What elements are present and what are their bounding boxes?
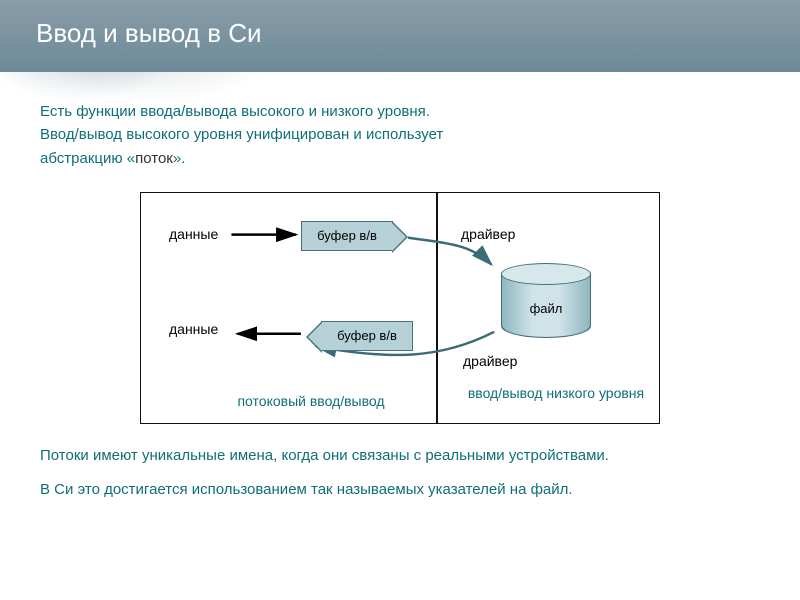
outro-p1: Потоки имеют уникальные имена, когда они… [40,444,760,468]
intro-paragraph: Есть функции ввода/вывода высокого и низ… [40,100,760,170]
buffer-top: буфер в/в [301,221,393,251]
label-data-bottom: данные [169,321,218,337]
intro-line-3-kw: поток [135,150,173,167]
caption-stream-io: потоковый ввод/вывод [201,393,421,409]
buffer-top-label: буфер в/в [317,228,377,243]
io-diagram: данные данные драйвер драйвер буфер в/в … [140,192,660,424]
cylinder-top [501,263,591,285]
diagram-container: данные данные драйвер драйвер буфер в/в … [140,192,660,424]
intro-line-1: Есть функции ввода/вывода высокого и низ… [40,103,430,120]
cylinder-label: файл [501,301,591,316]
label-data-top: данные [169,226,218,242]
intro-line-3a: абстракцию « [40,150,135,167]
label-driver-bottom: драйвер [463,353,517,369]
intro-line-3c: ». [173,150,186,167]
outro-p2: В Си это достигается использованием так … [40,478,760,502]
diagram-divider [436,193,438,423]
slide-content: Есть функции ввода/вывода высокого и низ… [40,100,760,580]
buffer-bottom: буфер в/в [321,321,413,351]
slide-header: Ввод и вывод в Си [0,0,800,72]
buffer-bottom-label: буфер в/в [337,328,397,343]
label-driver-top: драйвер [461,226,515,242]
caption-lowlevel-io: ввод/вывод низкого уровня [461,385,651,401]
intro-line-2: Ввод/вывод высокого уровня унифицирован … [40,126,443,143]
file-cylinder: файл [501,263,591,337]
slide-title: Ввод и вывод в Си [36,18,800,49]
